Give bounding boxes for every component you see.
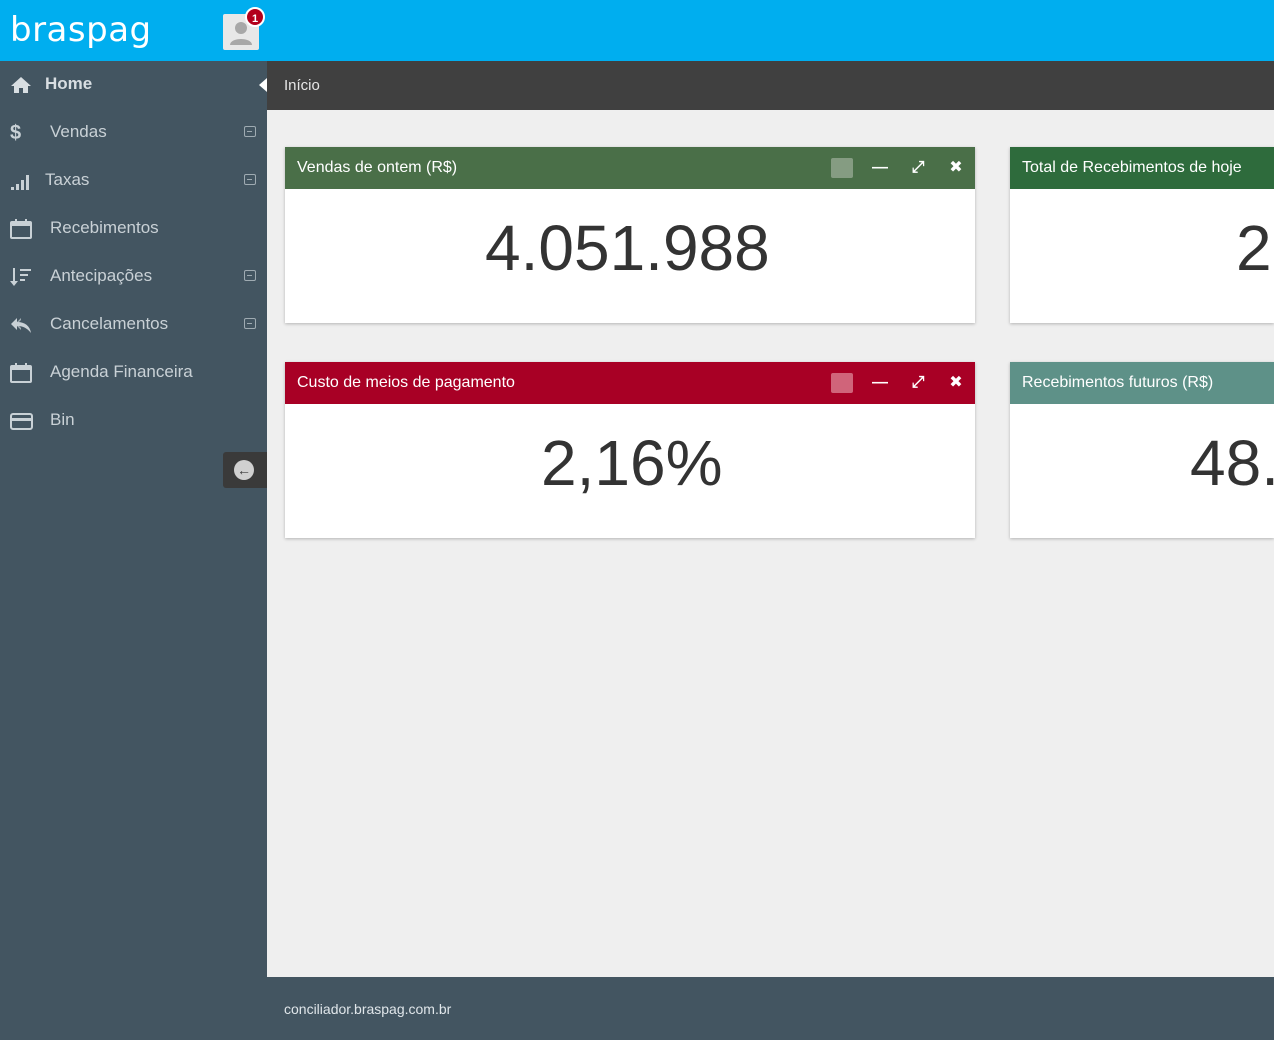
reply-all-icon — [10, 315, 34, 335]
sidebar-item-label: Agenda Financeira — [50, 362, 193, 381]
sort-list-icon — [10, 267, 34, 287]
widget-custo-meios-pagamento: Custo de meios de pagamento — ⤢ ✖ 2,16% — [285, 362, 975, 538]
breadcrumb-bar: Início — [267, 61, 1274, 110]
widget-body: 4.051.988 — [285, 189, 975, 323]
close-icon[interactable]: ✖ — [949, 374, 963, 391]
expand-icon[interactable] — [244, 126, 256, 137]
widget-recebimentos-futuros: Recebimentos futuros (R$) 48. — [1010, 362, 1274, 538]
widget-value: 48. — [1190, 427, 1274, 499]
sidebar-item-label: Antecipações — [50, 266, 153, 285]
sidebar-item-agenda-financeira[interactable]: Agenda Financeira — [0, 349, 267, 397]
signal-bars-icon — [10, 171, 34, 191]
widget-value: 2 — [1236, 212, 1272, 284]
widget-body: 2,16% — [285, 404, 975, 538]
widget-toolbar: — ⤢ ✖ — [829, 147, 975, 189]
widget-title: Recebimentos futuros (R$) — [1022, 374, 1214, 391]
color-picker-icon[interactable] — [831, 373, 853, 393]
widget-total-recebimentos-hoje: Total de Recebimentos de hoje 2 — [1010, 147, 1274, 323]
widget-toolbar: — ⤢ ✖ — [829, 362, 975, 404]
widget-header: Vendas de ontem (R$) — ⤢ ✖ — [285, 147, 975, 189]
expand-icon[interactable] — [244, 318, 256, 329]
dollar-icon: $ — [10, 122, 22, 144]
minimize-icon[interactable]: — — [872, 159, 888, 176]
expand-icon[interactable]: ⤢ — [911, 374, 925, 391]
sidebar-item-label: Recebimentos — [50, 218, 159, 237]
widget-body: 2 — [1010, 189, 1274, 323]
close-icon[interactable]: ✖ — [949, 159, 963, 176]
sidebar-item-label: Home — [45, 74, 93, 93]
user-icon — [230, 22, 252, 45]
sidebar-item-label: Taxas — [45, 170, 90, 189]
widget-vendas-ontem: Vendas de ontem (R$) — ⤢ ✖ 4.051.988 — [285, 147, 975, 323]
calendar-icon — [10, 363, 34, 383]
widget-header: Custo de meios de pagamento — ⤢ ✖ — [285, 362, 975, 404]
sidebar-item-recebimentos[interactable]: Recebimentos — [0, 205, 267, 253]
sidebar: Home $ Vendas Taxas Recebimentos Antecip… — [0, 61, 267, 977]
color-picker-icon[interactable] — [831, 158, 853, 178]
sidebar-item-cancelamentos[interactable]: Cancelamentos — [0, 301, 267, 349]
dashboard-content: Vendas de ontem (R$) — ⤢ ✖ 4.051.988 Tot… — [267, 110, 1274, 977]
widget-title: Total de Recebimentos de hoje — [1022, 159, 1242, 176]
sidebar-item-label: Bin — [50, 410, 75, 429]
calendar-icon — [10, 219, 34, 239]
sidebar-item-bin[interactable]: Bin — [0, 397, 267, 445]
breadcrumb[interactable]: Início — [284, 77, 320, 94]
expand-icon[interactable] — [244, 270, 256, 281]
notification-badge[interactable]: 1 — [245, 7, 265, 27]
widget-title: Custo de meios de pagamento — [297, 374, 515, 391]
arrow-left-circle-icon: ← — [234, 460, 254, 480]
sidebar-collapse-button[interactable]: ← — [223, 452, 267, 488]
widget-value: 4.051.988 — [485, 212, 770, 284]
minimize-icon[interactable]: — — [872, 374, 888, 391]
expand-icon[interactable]: ⤢ — [911, 159, 925, 176]
widget-header: Recebimentos futuros (R$) — [1010, 362, 1274, 404]
widget-value: 2,16% — [541, 427, 723, 499]
home-icon — [10, 75, 34, 95]
sidebar-item-home[interactable]: Home — [0, 61, 267, 109]
footer-url: conciliador.braspag.com.br — [284, 1001, 452, 1017]
expand-icon[interactable] — [244, 174, 256, 185]
sidebar-item-label: Cancelamentos — [50, 314, 169, 333]
braspag-logo[interactable]: braspag — [10, 10, 152, 50]
widget-body: 48. — [1010, 404, 1274, 538]
widget-title: Vendas de ontem (R$) — [297, 159, 458, 176]
widget-header: Total de Recebimentos de hoje — [1010, 147, 1274, 189]
sidebar-collapse-caret-icon[interactable] — [259, 78, 267, 92]
sidebar-item-antecipacoes[interactable]: Antecipações — [0, 253, 267, 301]
sidebar-item-label: Vendas — [50, 122, 107, 141]
credit-card-icon — [10, 411, 34, 431]
footer: conciliador.braspag.com.br — [267, 977, 1274, 1040]
sidebar-item-taxas[interactable]: Taxas — [0, 157, 267, 205]
sidebar-item-vendas[interactable]: $ Vendas — [0, 109, 267, 157]
top-bar: braspag 1 — [0, 0, 1274, 61]
